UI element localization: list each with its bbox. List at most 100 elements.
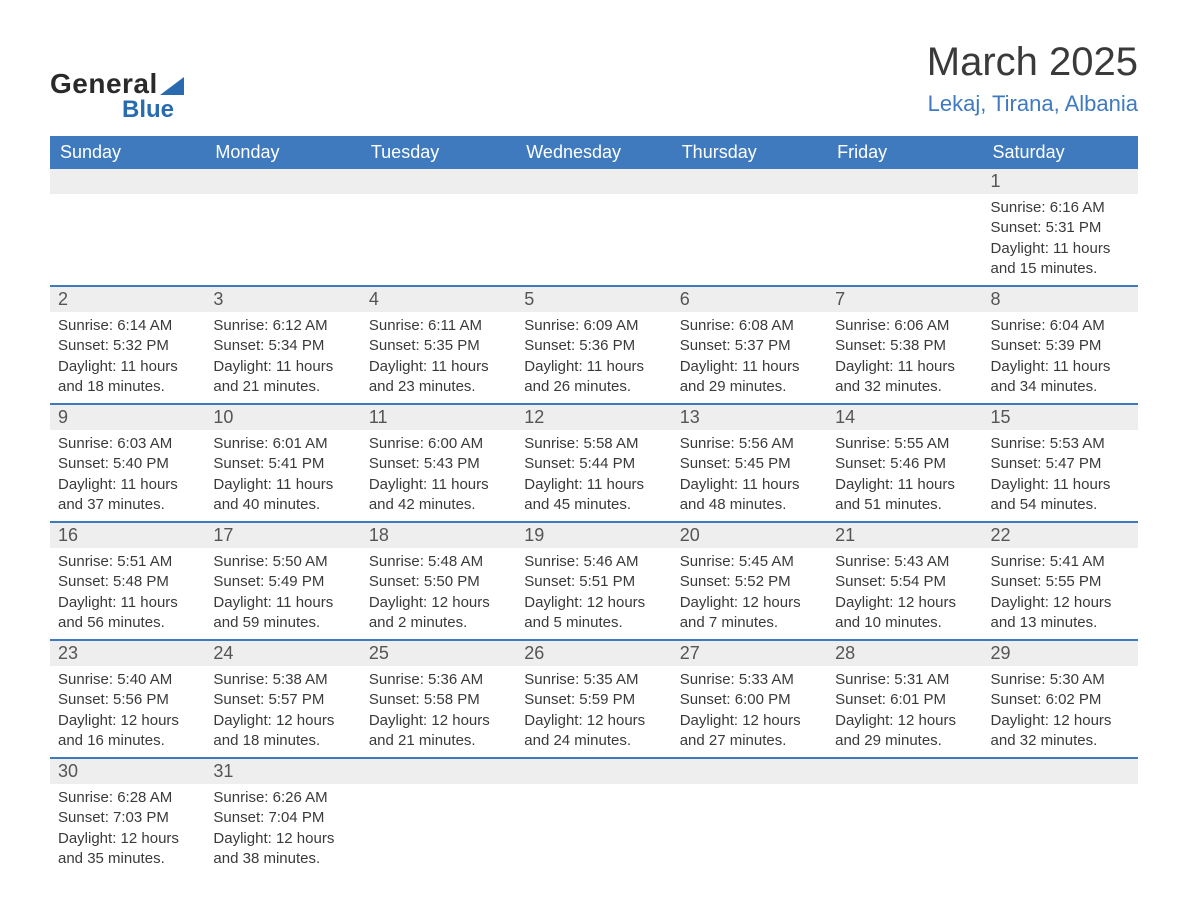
day-detail-line: Sunset: 6:02 PM — [991, 690, 1130, 710]
day-detail-line: Daylight: 11 hours and 51 minutes. — [835, 475, 974, 516]
day-number: 1 — [983, 169, 1138, 194]
weekday-header: Monday — [205, 136, 360, 169]
day-number-cell: 2 — [50, 286, 205, 312]
day-number-cell: 12 — [516, 404, 671, 430]
day-details-cell: Sunrise: 5:35 AMSunset: 5:59 PMDaylight:… — [516, 666, 671, 758]
day-detail-line: Sunset: 5:46 PM — [835, 454, 974, 474]
day-detail-line: Daylight: 12 hours and 21 minutes. — [369, 711, 508, 752]
day-number: 13 — [672, 405, 827, 430]
day-number: 6 — [672, 287, 827, 312]
day-detail-line: Sunrise: 5:33 AM — [680, 670, 819, 690]
day-number-cell: 5 — [516, 286, 671, 312]
day-number-cell: 22 — [983, 522, 1138, 548]
day-detail-line: Daylight: 12 hours and 5 minutes. — [524, 593, 663, 634]
day-detail-line: Sunrise: 5:56 AM — [680, 434, 819, 454]
day-number: 24 — [205, 641, 360, 666]
day-detail-line: Daylight: 12 hours and 32 minutes. — [991, 711, 1130, 752]
day-details-row: Sunrise: 6:03 AMSunset: 5:40 PMDaylight:… — [50, 430, 1138, 522]
day-number-cell: 9 — [50, 404, 205, 430]
day-detail-line: Sunrise: 6:08 AM — [680, 316, 819, 336]
day-details-cell — [827, 784, 982, 875]
day-number-row: 3031 — [50, 758, 1138, 784]
day-detail-line: Sunset: 5:44 PM — [524, 454, 663, 474]
day-detail-line: Sunrise: 6:11 AM — [369, 316, 508, 336]
day-detail-line: Sunrise: 6:14 AM — [58, 316, 197, 336]
day-detail-line: Sunset: 5:45 PM — [680, 454, 819, 474]
day-number-cell — [672, 758, 827, 784]
day-number-cell — [50, 169, 205, 194]
day-details-row: Sunrise: 6:14 AMSunset: 5:32 PM Daylight:… — [50, 312, 1138, 404]
day-number: 18 — [361, 523, 516, 548]
day-detail-line: Daylight: 11 hours and 34 minutes. — [991, 357, 1130, 398]
day-number: 8 — [983, 287, 1138, 312]
day-number-row: 23242526272829 — [50, 640, 1138, 666]
day-number: 9 — [50, 405, 205, 430]
day-number-cell — [672, 169, 827, 194]
day-number-cell: 4 — [361, 286, 516, 312]
day-details-cell: Sunrise: 5:45 AMSunset: 5:52 PMDaylight:… — [672, 548, 827, 640]
day-details-cell — [516, 784, 671, 875]
day-number-cell: 13 — [672, 404, 827, 430]
day-detail-line: Sunset: 5:57 PM — [213, 690, 352, 710]
weekday-header: Friday — [827, 136, 982, 169]
day-detail-line: Daylight: 11 hours and 37 minutes. — [58, 475, 197, 516]
day-number-cell: 25 — [361, 640, 516, 666]
day-detail-line: Daylight: 11 hours and 32 minutes. — [835, 357, 974, 398]
day-detail-line: Sunset: 5:47 PM — [991, 454, 1130, 474]
day-detail-line: Sunset: 7:03 PM — [58, 808, 197, 828]
day-detail-line: Sunrise: 6:00 AM — [369, 434, 508, 454]
day-number-row: 9101112131415 — [50, 404, 1138, 430]
day-number-row: 1 — [50, 169, 1138, 194]
day-detail-line: Sunset: 5:55 PM — [991, 572, 1130, 592]
day-details-cell: Sunrise: 6:26 AMSunset: 7:04 PMDaylight:… — [205, 784, 360, 875]
day-number-cell — [827, 169, 982, 194]
day-detail-line: Sunset: 5:56 PM — [58, 690, 197, 710]
day-details-cell: Sunrise: 6:01 AMSunset: 5:41 PMDaylight:… — [205, 430, 360, 522]
day-number-cell: 8 — [983, 286, 1138, 312]
day-details-row: Sunrise: 5:40 AMSunset: 5:56 PMDaylight:… — [50, 666, 1138, 758]
day-number: 23 — [50, 641, 205, 666]
day-detail-line: Daylight: 11 hours and 54 minutes. — [991, 475, 1130, 516]
day-detail-line: Daylight: 12 hours and 27 minutes. — [680, 711, 819, 752]
day-details-cell: Sunrise: 5:56 AMSunset: 5:45 PMDaylight:… — [672, 430, 827, 522]
day-number-cell — [361, 169, 516, 194]
day-number-row: 16171819202122 — [50, 522, 1138, 548]
day-detail-line: Sunrise: 5:48 AM — [369, 552, 508, 572]
day-details-cell: Sunrise: 5:36 AMSunset: 5:58 PMDaylight:… — [361, 666, 516, 758]
day-detail-line: Sunset: 5:48 PM — [58, 572, 197, 592]
day-detail-line: Sunset: 5:58 PM — [369, 690, 508, 710]
day-detail-line: Daylight: 12 hours and 18 minutes. — [213, 711, 352, 752]
day-detail-line: Sunset: 5:38 PM — [835, 336, 974, 356]
day-details-cell: Sunrise: 6:00 AMSunset: 5:43 PMDaylight:… — [361, 430, 516, 522]
day-details-cell — [672, 194, 827, 286]
day-number-cell: 7 — [827, 286, 982, 312]
day-details-cell: Sunrise: 5:51 AMSunset: 5:48 PMDaylight:… — [50, 548, 205, 640]
day-details-cell: Sunrise: 6:09 AMSunset: 5:36 PMDaylight:… — [516, 312, 671, 404]
day-detail-line: Sunset: 5:39 PM — [991, 336, 1130, 356]
day-detail-line: Daylight: 12 hours and 35 minutes. — [58, 829, 197, 870]
weekday-header: Saturday — [983, 136, 1138, 169]
day-detail-line: Sunrise: 5:38 AM — [213, 670, 352, 690]
day-detail-line: Sunset: 5:32 PM — [58, 336, 197, 356]
day-detail-line: Sunrise: 6:01 AM — [213, 434, 352, 454]
day-detail-line: Sunrise: 5:35 AM — [524, 670, 663, 690]
day-detail-line: Sunset: 5:36 PM — [524, 336, 663, 356]
day-details-cell — [672, 784, 827, 875]
day-details-cell: Sunrise: 6:28 AMSunset: 7:03 PMDaylight:… — [50, 784, 205, 875]
day-detail-line: Daylight: 11 hours and 56 minutes. — [58, 593, 197, 634]
day-number: 22 — [983, 523, 1138, 548]
day-number: 30 — [50, 759, 205, 784]
day-number: 7 — [827, 287, 982, 312]
day-detail-line: Daylight: 12 hours and 2 minutes. — [369, 593, 508, 634]
day-number: 16 — [50, 523, 205, 548]
day-details-cell: Sunrise: 5:31 AMSunset: 6:01 PMDaylight:… — [827, 666, 982, 758]
day-detail-line: Sunset: 5:43 PM — [369, 454, 508, 474]
day-number: 3 — [205, 287, 360, 312]
day-details-cell — [361, 784, 516, 875]
day-detail-line: Sunrise: 5:58 AM — [524, 434, 663, 454]
day-details-cell: Sunrise: 5:55 AMSunset: 5:46 PMDaylight:… — [827, 430, 982, 522]
day-number-cell: 3 — [205, 286, 360, 312]
day-number: 10 — [205, 405, 360, 430]
location: Lekaj, Tirana, Albania — [927, 91, 1138, 117]
day-detail-line: Sunrise: 5:30 AM — [991, 670, 1130, 690]
